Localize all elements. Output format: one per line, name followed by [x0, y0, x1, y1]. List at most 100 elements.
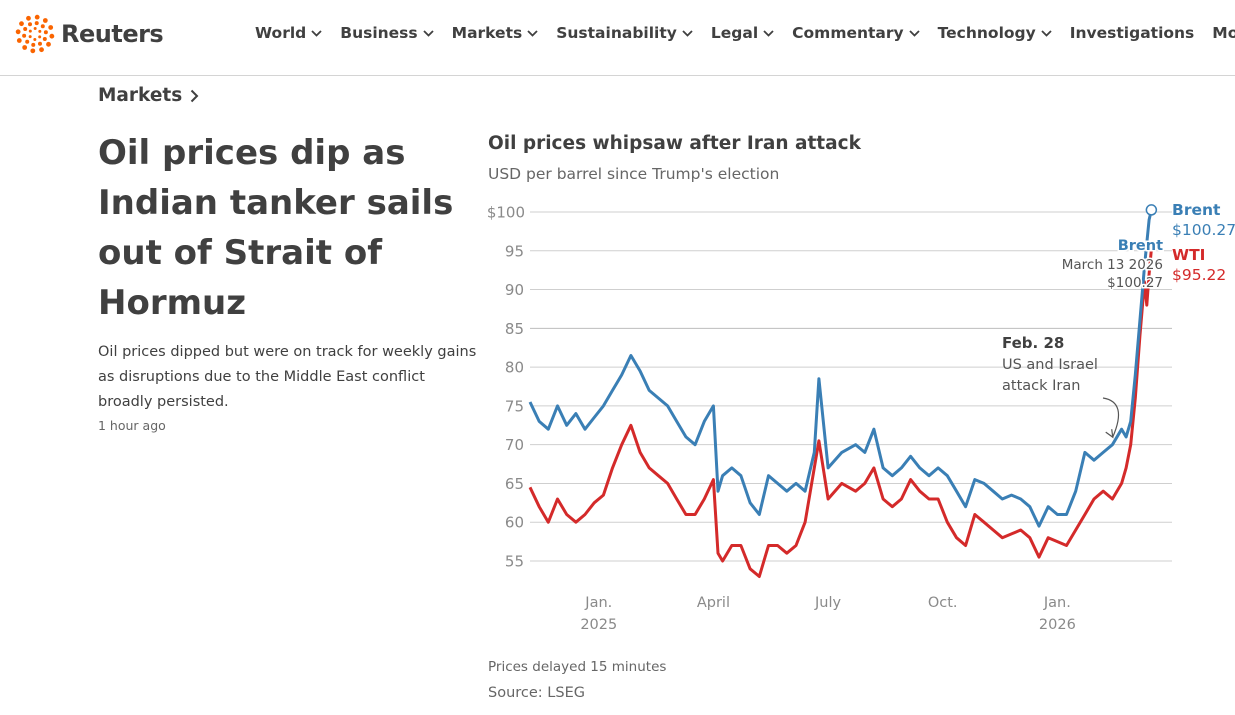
- article-headline[interactable]: Oil prices dip as Indian tanker sails ou…: [98, 133, 454, 323]
- series-value-brent: $100.27: [1172, 221, 1235, 239]
- y-tick-label: 70: [505, 436, 524, 454]
- logo-dot: [40, 24, 45, 29]
- logo-dot: [28, 35, 32, 39]
- logo-dot: [42, 18, 48, 23]
- nav-item-legal[interactable]: Legal: [711, 24, 774, 42]
- series-label-brent: Brent: [1172, 201, 1221, 219]
- nav-item-label: Markets: [451, 24, 523, 42]
- nav-item-label: Legal: [710, 24, 759, 42]
- nav-item-markets[interactable]: Markets: [452, 24, 539, 42]
- chevron-down-icon: [423, 29, 434, 37]
- logo-dot: [28, 22, 33, 27]
- y-tick-label: 60: [505, 514, 524, 532]
- breadcrumb-markets[interactable]: Markets: [98, 85, 199, 106]
- series-value-wti: $95.22: [1172, 266, 1226, 284]
- logo-dot: [39, 47, 44, 53]
- y-tick-label: 75: [505, 397, 524, 415]
- nav-item-label: Business: [340, 24, 418, 42]
- logo-dot: [26, 15, 31, 21]
- logo-dot: [37, 41, 42, 46]
- nav-item-investigations[interactable]: Investigations: [1070, 24, 1195, 42]
- y-tick-label: 65: [505, 475, 524, 493]
- chevron-down-icon: [682, 29, 693, 37]
- chart-note: Prices delayed 15 minutes: [488, 659, 667, 675]
- reuters-dots-icon: [15, 14, 55, 54]
- y-tick-label: $100: [487, 204, 525, 222]
- chart-source: Source: LSEG: [488, 685, 585, 701]
- nav-item-label: World: [255, 24, 307, 42]
- nav-item-business[interactable]: Business: [340, 24, 434, 42]
- logo-dot: [38, 29, 42, 33]
- y-tick-label: 95: [505, 242, 524, 260]
- logo-dot: [19, 21, 24, 27]
- article-timestamp: 1 hour ago: [98, 418, 166, 433]
- annotation-arrowhead: [1105, 429, 1114, 439]
- nav-item-label: Sustainability: [556, 24, 677, 42]
- y-tick-label: 80: [505, 359, 524, 377]
- nav-item-more[interactable]: More: [1212, 24, 1235, 42]
- logo-dot: [34, 21, 39, 26]
- nav-item-label: Commentary: [792, 24, 904, 42]
- logo-dot: [49, 33, 55, 39]
- nav-item-world[interactable]: World: [255, 24, 322, 42]
- logo-dot: [33, 38, 37, 41]
- logo-dot: [16, 38, 22, 43]
- y-tick-label: 85: [505, 320, 524, 338]
- x-tick-label: Jan.: [1043, 595, 1071, 611]
- logo-dot: [31, 42, 36, 47]
- logo-dot: [15, 29, 21, 35]
- logo-dot: [46, 41, 51, 47]
- logo-dot: [48, 25, 54, 30]
- logo-dot: [34, 14, 40, 20]
- annotation-text: attack Iran: [1002, 378, 1080, 394]
- tooltip-value: $100.27: [1107, 275, 1163, 291]
- logo-text: Reuters: [61, 20, 164, 48]
- nav-item-commentary[interactable]: Commentary: [792, 24, 920, 42]
- nav-item-label: Technology: [937, 24, 1036, 42]
- article-summary: Oil prices dipped but were on track for …: [98, 344, 477, 410]
- nav-item-label: More: [1212, 24, 1235, 42]
- x-tick-label: April: [697, 595, 730, 611]
- x-tick-year-label: 2026: [1039, 617, 1076, 633]
- logo-dot: [43, 30, 48, 35]
- annotation-text: US and Israel: [1002, 357, 1098, 373]
- site-header: Reuters World Business Markets Sustainabili…: [0, 0, 1235, 76]
- logo-dot: [30, 48, 36, 54]
- logo-dot: [38, 35, 42, 39]
- series-line-wti: [528, 248, 1153, 578]
- annotation-title: Feb. 28: [1002, 334, 1064, 352]
- y-tick-label: 55: [505, 553, 524, 571]
- breadcrumb-label: Markets: [98, 85, 183, 106]
- y-tick-label: 90: [505, 281, 524, 299]
- chevron-right-icon: [191, 89, 199, 102]
- chevron-down-icon: [909, 29, 920, 37]
- chevron-down-icon: [1041, 29, 1052, 37]
- annotation-arrow: [1102, 397, 1120, 438]
- logo-dot: [33, 27, 37, 30]
- tooltip-series: Brent: [1118, 238, 1163, 254]
- x-tick-label: Jan.: [584, 595, 612, 611]
- latest-point-marker: [1145, 204, 1158, 216]
- logo-dot: [42, 37, 47, 41]
- chevron-down-icon: [527, 29, 538, 37]
- series-line-brent: [528, 209, 1153, 528]
- nav-item-sustainability[interactable]: Sustainability: [556, 24, 693, 42]
- nav-item-label: Investigations: [1069, 24, 1195, 42]
- nav-item-technology[interactable]: Technology: [938, 24, 1052, 42]
- logo-dot: [22, 33, 27, 38]
- tooltip-date: March 13 2026: [1062, 257, 1163, 273]
- chart-subtitle: USD per barrel since Trump's election: [488, 165, 780, 183]
- chart-title: Oil prices whipsaw after Iran attack: [488, 133, 861, 154]
- series-label-wti: WTI: [1172, 246, 1205, 264]
- logo-dot: [25, 39, 30, 44]
- x-tick-year-label: 2025: [580, 617, 617, 633]
- chevron-down-icon: [311, 29, 322, 37]
- logo-dot: [28, 29, 32, 33]
- logo-dot: [23, 27, 28, 31]
- x-tick-label: July: [814, 595, 841, 611]
- x-tick-label: Oct.: [928, 595, 958, 611]
- logo-dot: [22, 45, 28, 50]
- main-nav: World Business Markets Sustainability Legal C…: [255, 24, 1235, 42]
- reuters-logo[interactable]: Reuters: [15, 14, 164, 54]
